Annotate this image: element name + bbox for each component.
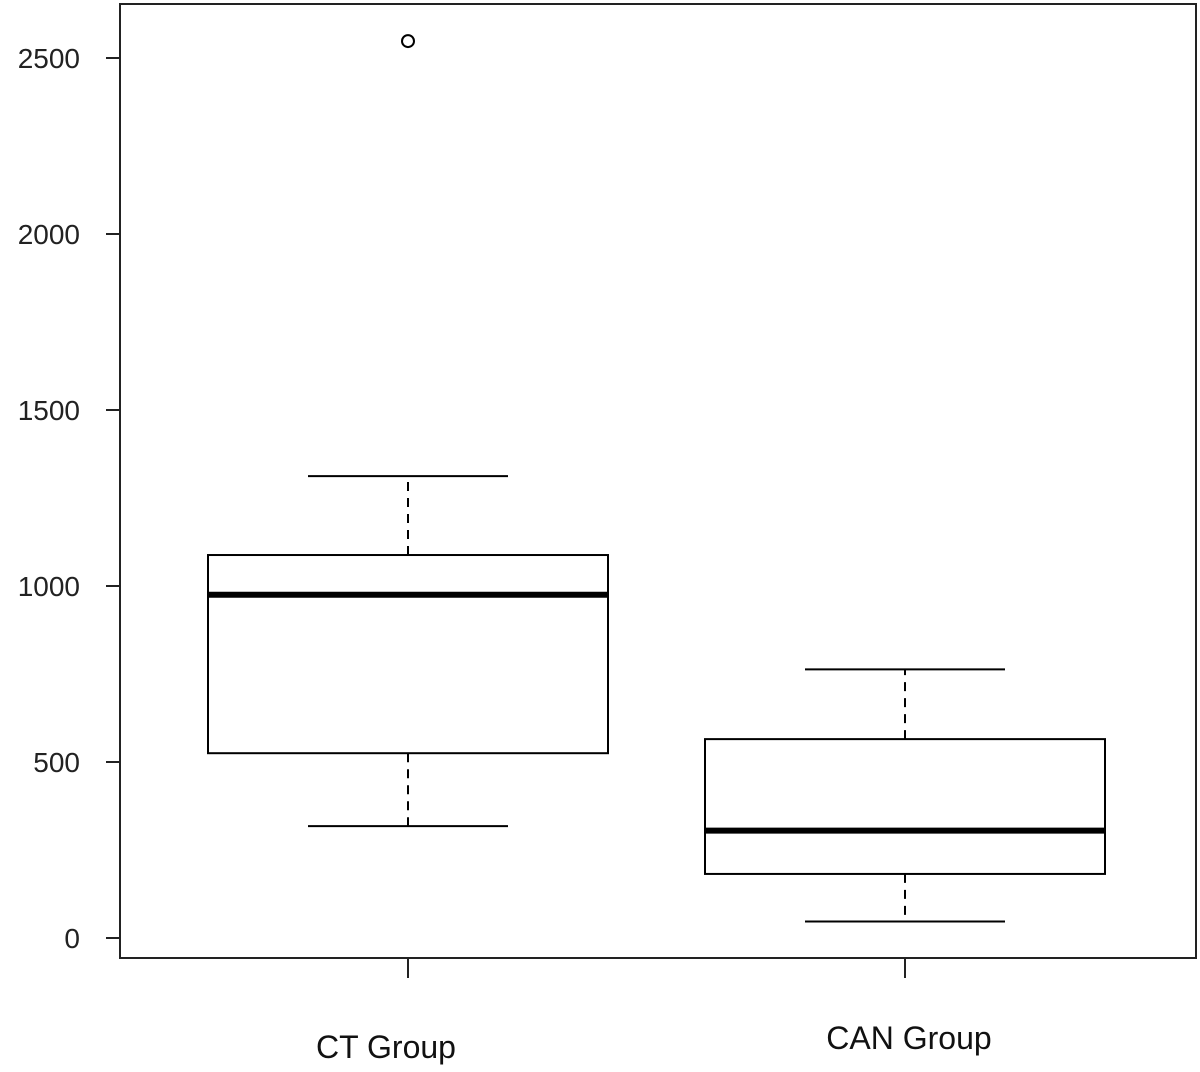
box-can-group bbox=[704, 668, 1106, 923]
x-axis: CT Group CAN Group bbox=[316, 958, 992, 1065]
y-tick-label: 0 bbox=[64, 923, 80, 954]
plot-frame bbox=[119, 3, 1197, 959]
y-tick-label: 2000 bbox=[18, 219, 80, 250]
y-tick-label: 500 bbox=[33, 747, 80, 778]
interquartile-box bbox=[704, 738, 1106, 875]
outlier-point bbox=[401, 34, 415, 49]
x-category-label: CT Group bbox=[316, 1029, 456, 1065]
y-tick-label: 1000 bbox=[18, 571, 80, 602]
boxes bbox=[207, 34, 1106, 923]
x-category-label: CAN Group bbox=[826, 1020, 991, 1056]
y-tick-label: 1500 bbox=[18, 395, 80, 426]
box-ct-group bbox=[207, 34, 609, 828]
y-axis: 0 500 1000 1500 2000 2500 bbox=[18, 43, 120, 954]
y-tick-label: 2500 bbox=[18, 43, 80, 74]
interquartile-box bbox=[207, 554, 609, 755]
